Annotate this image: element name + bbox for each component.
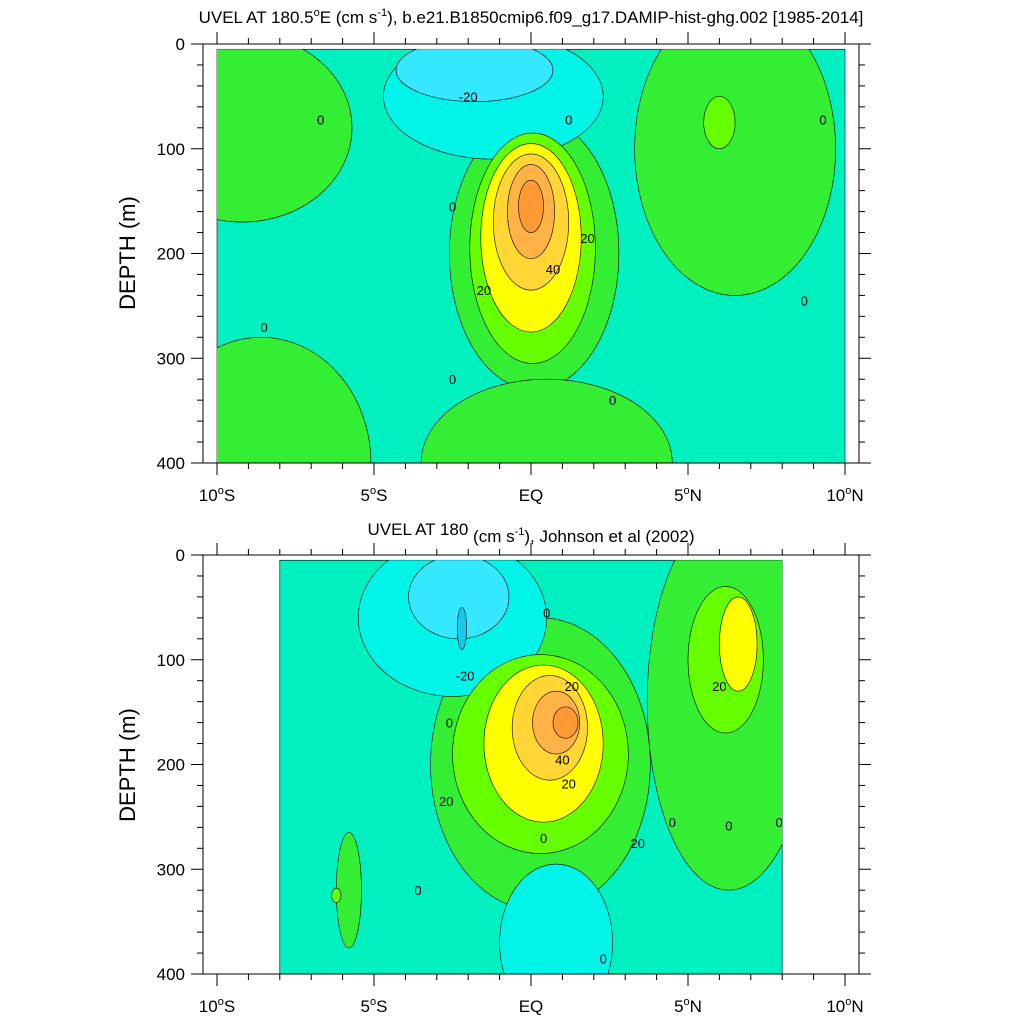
contour-region bbox=[331, 887, 342, 904]
x-tick-label: 5oN bbox=[674, 485, 702, 505]
contour-label: 20 bbox=[712, 679, 726, 694]
x-tick-label: 10oS bbox=[199, 996, 235, 1016]
contour-label: 0 bbox=[725, 818, 732, 833]
contour-label: 0 bbox=[775, 815, 782, 830]
contour-region bbox=[456, 607, 467, 650]
contour-label: 20 bbox=[561, 776, 575, 791]
y-tick-label: 300 bbox=[157, 349, 185, 368]
contour-label: 0 bbox=[449, 372, 456, 387]
panel-title: UVEL AT 180 (cm s-1), Johnson et al (200… bbox=[368, 520, 695, 546]
y-axis-label: DEPTH (m) bbox=[115, 708, 140, 822]
x-tick-label: 5oS bbox=[361, 485, 388, 505]
contour-region bbox=[552, 706, 579, 739]
x-tick-label: 10oN bbox=[826, 996, 863, 1016]
contour-label: -20 bbox=[456, 668, 475, 683]
panel-top: UVEL AT 180.5oE (cm s-1), b.e21.B1850cmi… bbox=[115, 7, 871, 505]
y-tick-label: 100 bbox=[157, 140, 185, 159]
x-tick-label: EQ bbox=[519, 997, 544, 1016]
plot-area: 0 -20 20 20 0 40 20 20 0 0 0 0 20 0 0 bbox=[279, 559, 783, 974]
contour-region bbox=[499, 863, 613, 974]
contour-label: 40 bbox=[555, 752, 569, 767]
contour-region bbox=[336, 832, 362, 949]
x-tick-label: 10oS bbox=[199, 485, 235, 505]
y-tick-label: 300 bbox=[157, 860, 185, 879]
contour-label: 0 bbox=[819, 112, 826, 127]
contour-region bbox=[634, 49, 836, 296]
contour-region bbox=[518, 179, 544, 233]
contour-label: 0 bbox=[446, 716, 453, 731]
x-tick-label: 5oS bbox=[361, 996, 388, 1016]
contour-label-layer: 0 -20 20 20 0 40 20 20 0 0 0 0 20 0 0 bbox=[414, 606, 782, 967]
y-tick-label: 400 bbox=[157, 454, 185, 473]
contour-label: 0 bbox=[543, 606, 550, 621]
contour-regions bbox=[217, 49, 836, 463]
contour-label: 0 bbox=[317, 112, 324, 127]
contour-label: 0 bbox=[414, 883, 421, 898]
contour-label: -20 bbox=[459, 89, 478, 104]
y-tick-label: 200 bbox=[157, 245, 185, 264]
contour-label: 0 bbox=[565, 112, 572, 127]
contour-label: 0 bbox=[609, 393, 616, 408]
contour-label: 20 bbox=[631, 836, 645, 851]
panel-title: UVEL AT 180.5oE (cm s-1), b.e21.B1850cmi… bbox=[199, 7, 864, 27]
contour-label: 20 bbox=[565, 679, 579, 694]
x-tick-label: EQ bbox=[519, 486, 544, 505]
contour-label: 40 bbox=[546, 262, 560, 277]
y-tick-label: 200 bbox=[157, 756, 185, 775]
contour-label: 20 bbox=[439, 794, 453, 809]
contour-label: 20 bbox=[477, 283, 491, 298]
contour-region bbox=[395, 49, 554, 102]
contour-region bbox=[703, 96, 736, 150]
contour-label: 0 bbox=[669, 815, 676, 830]
contour-label: 0 bbox=[801, 294, 808, 309]
contour-label: 0 bbox=[540, 831, 547, 846]
plot-area: 0 -20 0 0 0 20 40 20 0 0 0 0 bbox=[216, 48, 846, 463]
contour-fill-layer bbox=[216, 48, 846, 463]
contour-region bbox=[217, 49, 353, 223]
panel-bottom: UVEL AT 180 (cm s-1), Johnson et al (200… bbox=[115, 520, 871, 1016]
y-axis-label: DEPTH (m) bbox=[115, 196, 140, 310]
x-tick-label: 10oN bbox=[826, 485, 863, 505]
contour-label: 0 bbox=[260, 320, 267, 335]
x-tick-label: 5oN bbox=[674, 996, 702, 1016]
contour-label: 0 bbox=[600, 951, 607, 966]
contour-region bbox=[420, 378, 673, 463]
y-tick-label: 100 bbox=[157, 651, 185, 670]
y-tick-label: 0 bbox=[176, 546, 185, 565]
contour-regions bbox=[331, 560, 783, 974]
y-tick-label: 400 bbox=[157, 965, 185, 984]
contour-region bbox=[719, 596, 758, 692]
contour-label: 0 bbox=[449, 199, 456, 214]
contour-label-layer: 0 -20 0 0 0 20 40 20 0 0 0 0 bbox=[260, 89, 826, 408]
contour-fill-layer bbox=[279, 559, 783, 974]
contour-label: 20 bbox=[580, 231, 594, 246]
y-tick-label: 0 bbox=[176, 35, 185, 54]
